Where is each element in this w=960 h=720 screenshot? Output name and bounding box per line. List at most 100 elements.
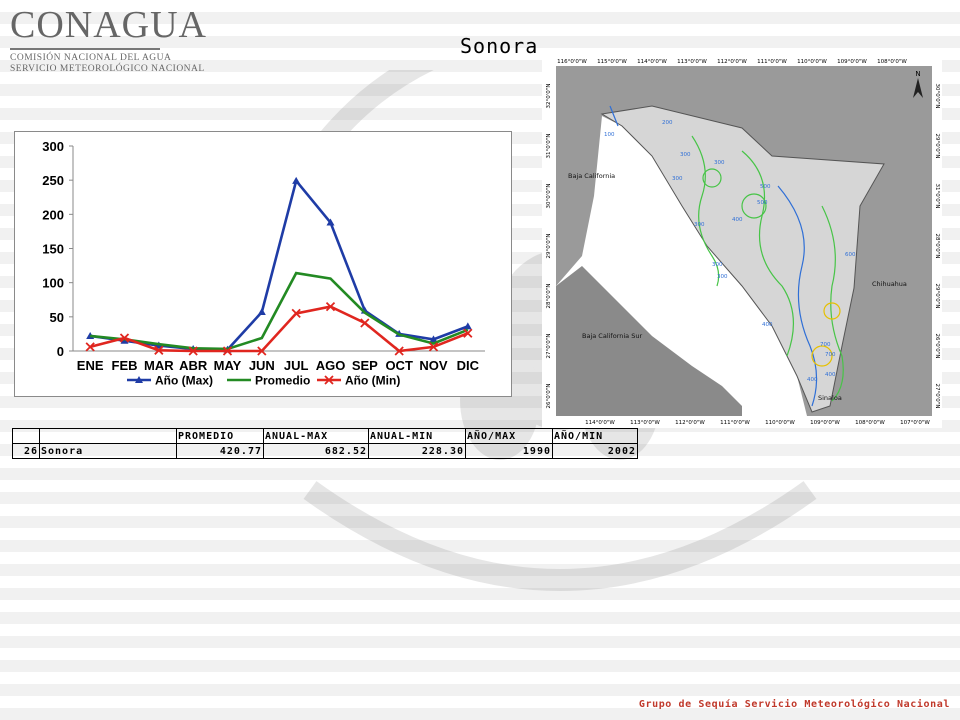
data-point	[394, 346, 404, 356]
series-line	[89, 178, 469, 351]
table-cell-anual-max: 682.52	[263, 443, 369, 459]
data-point	[428, 342, 439, 352]
data-point	[154, 345, 164, 355]
stats-table: PROMEDIO ANUAL-MAX ANUAL-MIN AÑO/MAX AÑO…	[12, 428, 638, 459]
y-tick-label: 0	[57, 344, 64, 359]
map-coord-label: 108°0'0"W	[855, 420, 885, 426]
map-coord-label: 107°0'0"W	[900, 420, 930, 426]
map-coord-label: 26°0'0"N	[546, 384, 552, 409]
map-coord-label: 29°0'0"N	[546, 234, 552, 259]
map-contour-label: 400	[825, 372, 836, 378]
map-contour-label: 300	[712, 262, 723, 268]
data-point	[463, 322, 472, 330]
data-point	[188, 346, 198, 356]
x-tick-label: OCT	[385, 358, 413, 373]
table-cell-id: 26	[12, 443, 40, 459]
precipitation-chart: 0 50 100 150 200 250 300 ENE FEB MAR ABR MAY JUN JUL A…	[42, 139, 485, 388]
table-header-cell: AÑO/MAX	[465, 428, 553, 444]
y-tick-label: 250	[42, 173, 64, 188]
map-contour-label: 600	[845, 252, 856, 258]
table-cell-ano-max: 1990	[465, 443, 553, 459]
map-contour-label: 700	[820, 342, 831, 348]
map-coord-label: 29°0'0"N	[934, 134, 940, 159]
map-coord-label: 111°0'0"W	[720, 420, 750, 426]
contours-green	[691, 135, 844, 402]
x-tick-label: ABR	[179, 358, 208, 373]
map-contour-label: 300	[717, 274, 728, 280]
legend-label: Año (Max)	[155, 374, 213, 388]
x-tick-label: DIC	[457, 358, 480, 373]
map-coord-label: 31°0'0"N	[934, 184, 940, 209]
page-title: Sonora	[460, 34, 539, 58]
x-tick-label: FEB	[112, 358, 138, 373]
map-contour-label: 300	[714, 160, 725, 166]
map-coord-label: 27°0'0"N	[934, 384, 940, 409]
logo-line-2: SERVICIO METEOROLÓGICO NACIONAL	[10, 64, 205, 74]
map-contour-label: 200	[662, 120, 673, 126]
map-coord-label: 30°0'0"N	[934, 84, 940, 109]
map-contour-label: 400	[807, 377, 818, 383]
map-contour-label: 400	[762, 322, 773, 328]
chart-frame: 0 50 100 150 200 250 300 ENE FEB MAR ABR MAY JUN JUL A…	[14, 131, 512, 397]
y-tick-label: 300	[42, 139, 64, 154]
map-region-label: Chihuahua	[872, 280, 907, 288]
logo-rule	[10, 48, 160, 50]
y-tick-label: 100	[42, 276, 64, 291]
data-point	[119, 333, 130, 343]
legend-marker	[324, 375, 334, 385]
data-point	[325, 301, 336, 312]
contours-blue	[609, 105, 818, 407]
map-coord-label: 114°0'0"W	[637, 59, 667, 65]
map-contour-label: 500	[757, 200, 768, 206]
map-coord-label: 111°0'0"W	[757, 59, 787, 65]
table-cell-promedio: 420.77	[176, 443, 264, 459]
table-header-cell	[12, 428, 40, 444]
data-point	[292, 176, 301, 184]
map-contour-label: 400	[732, 217, 743, 223]
map-coord-label: 112°0'0"W	[675, 420, 705, 426]
map-region-label: Baja California	[568, 172, 615, 180]
map-coord-label: 112°0'0"W	[717, 59, 747, 65]
map-coord-label: 109°0'0"W	[810, 420, 840, 426]
map-contour-label: 700	[825, 352, 836, 358]
table-header-row: PROMEDIO ANUAL-MAX ANUAL-MIN AÑO/MAX AÑO…	[12, 428, 638, 444]
map-coord-label: 28°0'0"N	[546, 284, 552, 309]
x-tick-label: MAR	[144, 358, 174, 373]
y-tick-label: 50	[50, 310, 64, 325]
sonora-state	[600, 105, 885, 413]
data-point	[463, 328, 473, 338]
x-tick-label: AGO	[316, 358, 346, 373]
map-coord-label: 116°0'0"W	[557, 59, 587, 65]
map-frame: 116°0'0"W 115°0'0"W 114°0'0"W 113°0'0"W 112°…	[542, 56, 942, 428]
table-header-cell: ANUAL-MIN	[368, 428, 466, 444]
north-arrow-icon	[913, 78, 923, 98]
map-coord-label: 32°0'0"N	[546, 84, 552, 109]
logo-wordmark: CONAGUA	[10, 4, 207, 46]
series-line	[90, 271, 469, 351]
table-cell-state: Sonora	[39, 443, 177, 459]
legend-label: Año (Min)	[345, 374, 400, 388]
logo-line-1: COMISIÓN NACIONAL DEL AGUA	[10, 53, 172, 63]
table-header-cell: AÑO/MIN	[552, 428, 638, 444]
map-coord-label: 30°0'0"N	[546, 184, 552, 209]
x-tick-label: ENE	[77, 358, 104, 373]
series-line	[89, 305, 469, 353]
map-contour-label: 300	[672, 176, 683, 182]
data-point	[257, 346, 267, 356]
map-coord-label: 26°0'0"N	[934, 334, 940, 359]
north-arrow-label: N	[915, 70, 920, 78]
x-tick-label: JUL	[284, 358, 309, 373]
baja-california-sur	[556, 266, 742, 416]
legend-marker	[135, 376, 143, 383]
map-coord-label: 113°0'0"W	[677, 59, 707, 65]
map-coord-label: 31°0'0"N	[546, 134, 552, 159]
data-point	[326, 218, 335, 226]
map-contour-label: 300	[680, 152, 691, 158]
table-cell-ano-min: 2002	[552, 443, 638, 459]
map-coord-label: 109°0'0"W	[837, 59, 867, 65]
x-tick-label: SEP	[352, 358, 378, 373]
y-tick-label: 200	[42, 207, 64, 222]
map-coord-label: 29°0'0"N	[934, 284, 940, 309]
map-region-label: Sinaloa	[818, 394, 842, 402]
table-header-cell	[39, 428, 177, 444]
